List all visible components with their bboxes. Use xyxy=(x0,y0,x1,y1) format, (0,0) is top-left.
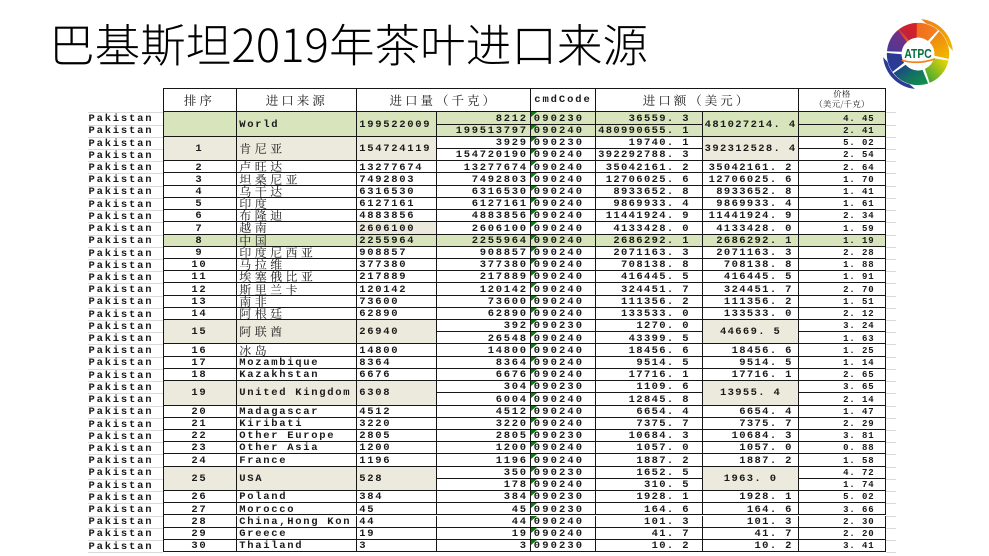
svg-text:ATPC: ATPC xyxy=(904,46,932,61)
